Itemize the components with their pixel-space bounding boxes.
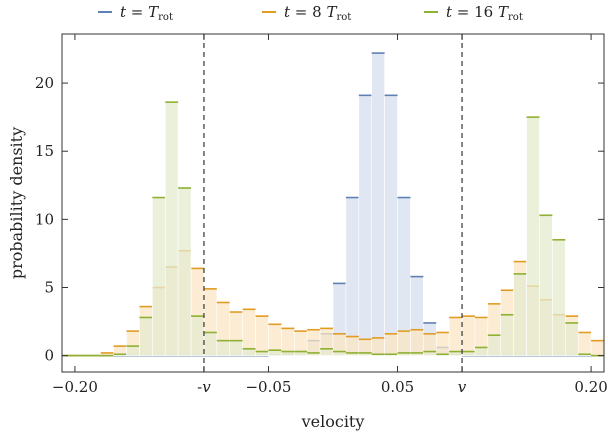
bar <box>164 101 179 356</box>
bar <box>539 214 553 356</box>
legend-item-2: t = 16 Trot <box>424 3 523 23</box>
y-tick-label: 20 <box>35 74 54 92</box>
bar <box>306 329 321 356</box>
bar <box>177 187 192 356</box>
bar <box>255 315 269 356</box>
y-axis-ticks: 0 5 10 15 20 <box>35 74 604 365</box>
bar <box>190 315 205 356</box>
x-axis-label: velocity <box>301 412 365 431</box>
x-tick-label: -v <box>197 378 211 396</box>
x-tick-label: v <box>458 378 467 396</box>
bar <box>410 329 424 356</box>
bar <box>139 317 153 356</box>
bar <box>461 315 476 356</box>
legend-label: t = Trot <box>120 3 173 23</box>
x-tick-label: 0.05 <box>381 378 414 396</box>
x-tick-label: 0.20 <box>574 378 607 396</box>
bar <box>371 52 385 356</box>
bar <box>564 322 579 356</box>
series-2 <box>62 101 604 357</box>
legend-item-0: t = Trot <box>98 3 173 23</box>
bar <box>513 273 527 356</box>
bar <box>126 345 140 356</box>
bar <box>203 332 218 356</box>
bar <box>384 333 398 356</box>
bar <box>474 347 489 356</box>
bar <box>268 349 282 356</box>
bar <box>448 317 463 356</box>
bar <box>487 334 502 356</box>
bar <box>216 340 231 356</box>
bar <box>397 330 411 356</box>
bar <box>345 197 360 356</box>
legend: t = Trot t = 8 Trot t = 16 Trot <box>98 3 523 23</box>
bar <box>371 337 385 356</box>
legend-item-1: t = 8 Trot <box>262 3 351 23</box>
y-tick-label: 15 <box>35 142 54 160</box>
bar <box>435 332 450 356</box>
bar <box>577 332 592 356</box>
bar <box>152 197 166 356</box>
bar <box>358 95 373 356</box>
y-tick-label: 0 <box>44 347 54 365</box>
x-axis-ticks: −0.20 -v −0.05 0.05 v 0.20 <box>52 34 608 396</box>
bar <box>319 348 334 356</box>
y-tick-label: 10 <box>35 210 54 228</box>
y-axis-label: probability density <box>7 127 26 279</box>
legend-label: t = 8 Trot <box>284 3 351 23</box>
plot-frame <box>61 33 605 373</box>
bar <box>590 340 605 356</box>
y-tick-label: 5 <box>44 279 54 297</box>
bar <box>552 239 566 356</box>
x-tick-label: −0.05 <box>245 378 291 396</box>
bar <box>242 348 256 356</box>
x-tick-label: −0.20 <box>52 378 98 396</box>
reference-lines <box>203 34 463 372</box>
bar <box>500 314 514 356</box>
legend-label: t = 16 Trot <box>446 3 523 23</box>
bar <box>526 116 540 356</box>
bar <box>229 340 243 356</box>
histogram-bars <box>62 52 605 357</box>
bar <box>384 95 398 356</box>
